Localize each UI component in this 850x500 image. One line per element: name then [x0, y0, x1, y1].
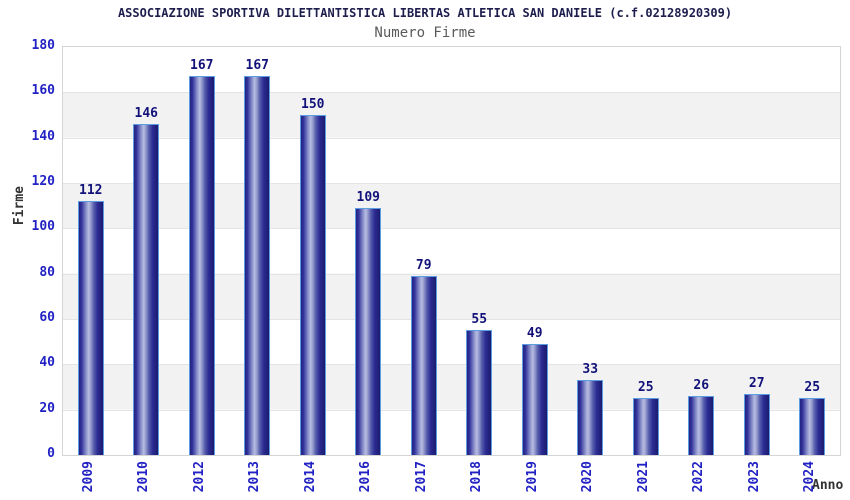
y-tick-180: 180 — [31, 38, 55, 53]
bar-2010 — [133, 124, 160, 455]
bar-2017 — [410, 275, 437, 455]
x-tick-2009: 2009 — [80, 461, 96, 493]
gridline-80 — [63, 273, 840, 275]
x-tick-2016: 2016 — [358, 461, 374, 493]
y-tick-140: 140 — [31, 128, 55, 144]
x-tick-2019: 2019 — [524, 461, 540, 493]
y-tick-120: 120 — [31, 174, 55, 189]
bar-value-2013: 167 — [245, 58, 269, 74]
x-tick-2024: 2024 — [802, 461, 818, 493]
bar-value-2021: 25 — [637, 380, 654, 396]
gridline-20 — [63, 409, 840, 411]
x-axis-label: Anno — [812, 478, 844, 493]
bar-value-2018: 55 — [471, 312, 488, 328]
x-tick-2020: 2020 — [580, 461, 596, 493]
gridline-140 — [63, 137, 840, 139]
x-tick-2018: 2018 — [469, 461, 485, 493]
x-tick-2013: 2013 — [247, 461, 263, 493]
plot-area: 112 146 167 167 150 109 79 55 49 33 25 26 27 25 — [62, 46, 841, 456]
x-tick-2010: 2010 — [136, 461, 152, 493]
bar-value-2017: 79 — [415, 257, 432, 273]
bar-2013 — [244, 76, 271, 455]
bar-2023 — [743, 393, 770, 455]
bar-value-2009: 112 — [79, 183, 103, 199]
gridline-120 — [63, 183, 840, 184]
gridline-160 — [63, 92, 840, 94]
bar-value-2020: 33 — [582, 362, 599, 378]
y-tick-20: 20 — [39, 400, 55, 416]
bar-2021 — [632, 398, 659, 455]
y-tick-100: 100 — [31, 219, 55, 235]
bar-2014 — [299, 115, 326, 455]
chart-subtitle: Numero Firme — [374, 25, 476, 41]
x-tick-2022: 2022 — [691, 461, 707, 493]
y-tick-40: 40 — [39, 355, 55, 371]
bar-value-2024: 25 — [804, 380, 821, 396]
bar-2022 — [688, 396, 715, 455]
bar-value-2016: 109 — [356, 189, 380, 205]
bar-2020 — [577, 380, 604, 455]
bar-value-2022: 26 — [693, 378, 710, 394]
bar-2019 — [521, 343, 548, 455]
gridline-40 — [63, 364, 840, 366]
x-tick-2017: 2017 — [413, 461, 429, 493]
x-tick-2012: 2012 — [191, 461, 207, 493]
bar-value-2014: 150 — [301, 97, 325, 112]
bar-value-2019: 49 — [526, 325, 543, 341]
y-tick-80: 80 — [39, 264, 55, 280]
y-tick-60: 60 — [39, 310, 55, 325]
bar-2024 — [799, 398, 826, 455]
bar-value-2012: 167 — [190, 58, 214, 74]
chart-title: ASSOCIAZIONE SPORTIVA DILETTANTISTICA LI… — [117, 6, 733, 20]
x-tick-2014: 2014 — [302, 461, 318, 493]
bar-2018 — [466, 330, 493, 455]
bar-2012 — [188, 76, 215, 455]
bar-2016 — [355, 207, 382, 455]
gridline-100 — [63, 228, 840, 230]
bar-2009 — [77, 201, 104, 455]
x-tick-2023: 2023 — [746, 461, 762, 493]
y-tick-160: 160 — [31, 83, 55, 99]
bar-value-2010: 146 — [134, 106, 158, 122]
gridline-60 — [63, 319, 840, 320]
bar-value-2023: 27 — [748, 375, 765, 391]
y-tick-0: 0 — [47, 446, 55, 461]
x-tick-2021: 2021 — [635, 461, 651, 493]
